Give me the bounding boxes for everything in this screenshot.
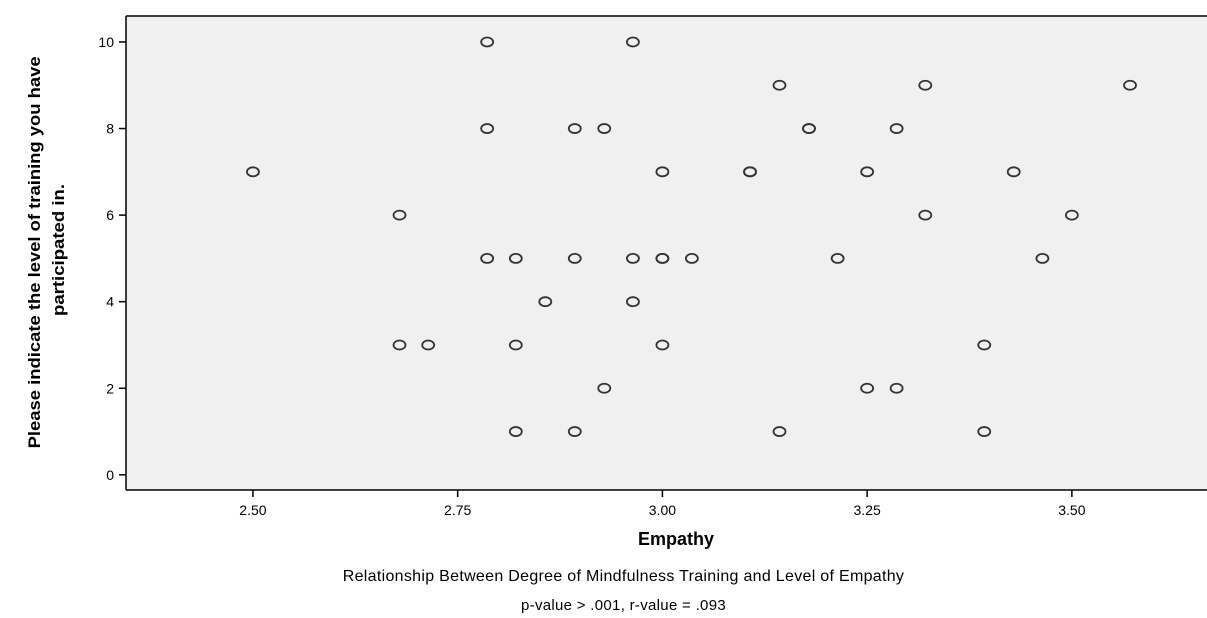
x-axis-label: Empathy — [638, 529, 714, 549]
y-axis-label-line-1: Please indicate the level of training yo… — [25, 56, 44, 448]
y-tick-label: 0 — [106, 467, 114, 483]
y-tick-label: 6 — [106, 207, 114, 223]
chart-caption: Relationship Between Degree of Mindfulne… — [2, 568, 1207, 586]
y-tick-label: 10 — [98, 34, 114, 50]
y-axis-label-line-2: participated in. — [49, 184, 68, 316]
x-ticks: 2.50 2.75 3.00 3.25 3.50 — [239, 490, 1085, 518]
y-axis-label: Please indicate the level of training yo… — [25, 52, 68, 449]
x-tick-label: 2.75 — [444, 502, 471, 518]
x-tick-label: 3.25 — [854, 502, 881, 518]
plot-area — [126, 16, 1207, 490]
y-tick-label: 8 — [106, 121, 114, 137]
y-tick-label: 2 — [106, 380, 114, 396]
chart-statistics: p-value > .001, r-value = .093 — [2, 597, 1207, 614]
y-tick-label: 4 — [106, 294, 114, 310]
x-tick-label: 2.50 — [239, 502, 266, 518]
x-tick-label: 3.50 — [1058, 502, 1085, 518]
y-ticks: 0 2 4 6 8 10 — [98, 34, 126, 483]
x-tick-label: 3.00 — [649, 502, 676, 518]
